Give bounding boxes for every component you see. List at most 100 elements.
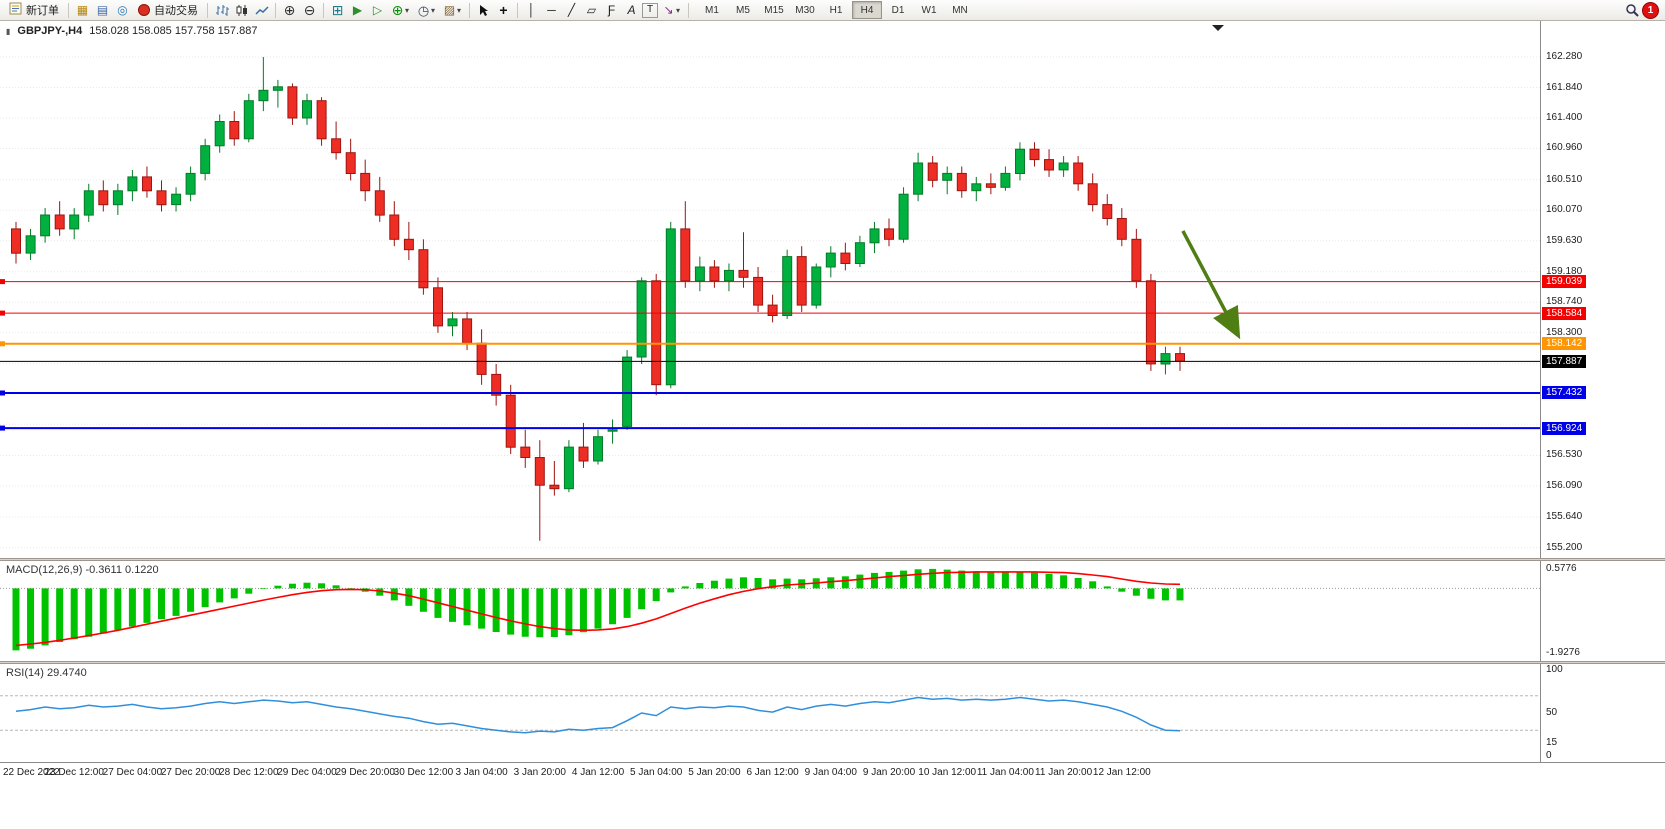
rsi-scale-label: 0 [1546, 750, 1552, 761]
data-window-icon[interactable]: ▤ [96, 3, 109, 17]
periods-dropdown-caret[interactable]: ▾ [431, 5, 436, 15]
auto-scroll-icon[interactable]: ▶ [352, 3, 363, 17]
hline-price-tag: 159.039 [1542, 275, 1587, 289]
candle [1000, 166, 1011, 191]
navigator-icon[interactable]: ◎ [117, 3, 128, 17]
candle [331, 121, 342, 160]
rsi-panel[interactable]: RSI(14) 29.4740 [0, 664, 1540, 762]
arrows-tool-icon[interactable]: ↘ [663, 3, 674, 17]
symbol-period-label: GBPJPY-,H4 [17, 25, 83, 37]
chart-shift-icon[interactable]: ▷ [372, 3, 383, 17]
candle [694, 256, 705, 292]
cursor-icon[interactable] [474, 2, 493, 19]
timeframe-button-H4[interactable]: H4 [852, 1, 882, 19]
chart-title: ▮ GBPJPY-,H4 158.028 158.085 157.758 157… [6, 25, 257, 37]
channel-tool-icon[interactable]: ▱ [586, 3, 597, 17]
timeframe-button-M30[interactable]: M30 [795, 4, 815, 16]
time-axis[interactable]: 22 Dec 2022 23 Dec 12:00 27 Dec 04:00 27 De… [0, 762, 1665, 787]
price-axis-label: 162.280 [1546, 51, 1583, 63]
time-axis-label: 29 Dec 20:00 [335, 767, 395, 778]
periods-icon[interactable]: ◷ [417, 2, 430, 18]
new-order-icon [9, 2, 22, 18]
rsi-layer [0, 695, 1540, 734]
templates-icon[interactable]: ▨ [443, 3, 456, 17]
notification-badge[interactable]: 1 [1642, 1, 1659, 19]
crosshair-icon[interactable]: + [499, 2, 508, 18]
panel-splitter[interactable] [0, 661, 1665, 664]
line-handle[interactable] [0, 390, 5, 396]
price-chart-panel[interactable]: ▮ GBPJPY-,H4 158.028 158.085 157.758 157… [0, 21, 1540, 558]
zoom-in-icon[interactable]: ⊕ [283, 2, 296, 18]
autotrading-button[interactable]: 自动交易 [133, 2, 203, 19]
candle [1131, 228, 1142, 288]
price-axis-label: 160.960 [1546, 142, 1583, 154]
time-axis-label: 5 Jan 20:00 [688, 767, 741, 778]
timeframe-button-M5[interactable]: M5 [736, 4, 750, 16]
chart-symbol-icon: ▮ [6, 26, 11, 36]
candle [345, 138, 356, 181]
arrows-dropdown-caret[interactable]: ▾ [676, 5, 681, 15]
candle [971, 176, 982, 202]
templates-dropdown-caret[interactable]: ▾ [457, 5, 462, 15]
toolbar-separator [275, 2, 276, 18]
candle [549, 461, 560, 496]
text-tool-icon[interactable]: A [627, 3, 636, 17]
trendline-tool-icon[interactable]: ╱ [567, 3, 576, 17]
bar-chart-type-icon[interactable] [212, 2, 231, 19]
timeframe-toolbar: M1 M5 M15 M30 H1 H4 D1 W1 MN [697, 1, 975, 19]
text-label-tool-icon[interactable]: T [642, 2, 658, 18]
timeframe-button-D1[interactable]: D1 [891, 4, 905, 16]
timeframe-button-MN[interactable]: MN [952, 4, 968, 16]
search-icon[interactable] [1622, 2, 1641, 19]
candle [25, 228, 36, 261]
candle [1175, 346, 1185, 371]
hline-price-tag: 158.584 [1542, 306, 1587, 320]
line-handle[interactable] [0, 279, 5, 285]
line-chart-type-icon[interactable] [252, 2, 271, 19]
line-handle[interactable] [0, 310, 5, 316]
indicator-dropdown-caret[interactable]: ▾ [405, 5, 410, 15]
panel-splitter[interactable] [0, 558, 1665, 561]
line-handle[interactable] [0, 341, 5, 347]
candle [811, 263, 822, 309]
candle [782, 249, 793, 319]
vertical-line-tool-icon[interactable]: │ [527, 3, 536, 17]
time-axis-label: 10 Jan 12:00 [918, 767, 977, 778]
market-watch-icon[interactable]: ▦ [76, 3, 89, 17]
candle [622, 350, 633, 430]
timeframe-button-M15[interactable]: M15 [764, 4, 784, 16]
rsi-scale-label: 100 [1546, 664, 1563, 675]
tile-windows-icon[interactable]: ⊞ [331, 2, 344, 18]
candle [767, 294, 778, 323]
rsi-scale-label: 15 [1546, 737, 1558, 749]
candle [98, 180, 109, 212]
price-axis-label: 161.400 [1546, 112, 1583, 123]
candle [272, 79, 283, 108]
macd-label: MACD(12,26,9) -0.3611 0.1220 [6, 564, 159, 576]
macd-panel[interactable]: MACD(12,26,9) -0.3611 0.1220 [0, 561, 1540, 661]
price-axis-label: 159.630 [1546, 234, 1583, 246]
arrow-annotation[interactable] [1181, 230, 1241, 340]
candle [1116, 208, 1127, 247]
price-axis-label: 160.510 [1546, 173, 1583, 185]
time-axis-label: 9 Jan 04:00 [804, 767, 857, 778]
candle [156, 180, 167, 212]
timeframe-button-W1[interactable]: W1 [921, 4, 937, 16]
candle [403, 221, 414, 261]
line-handle[interactable] [0, 425, 5, 431]
new-order-button[interactable]: 新订单 [4, 2, 64, 19]
zoom-out-icon[interactable]: ⊖ [303, 2, 316, 18]
chart-shift-marker[interactable] [1212, 25, 1224, 31]
fibonacci-tool-icon[interactable]: Ƒ [607, 3, 616, 17]
candle [709, 260, 720, 288]
price-scale[interactable]: 162.280 161.840 161.400 160.960 160.510 160.0… [1540, 21, 1665, 762]
add-indicator-icon[interactable]: ⊕ [391, 2, 404, 18]
candle [214, 114, 225, 153]
candle [665, 221, 676, 389]
time-axis-label: 30 Dec 12:00 [393, 767, 454, 778]
horizontal-line-tool-icon[interactable]: ─ [547, 3, 556, 17]
candlestick-type-icon[interactable] [232, 2, 251, 19]
timeframe-button-H1[interactable]: H1 [829, 4, 843, 16]
timeframe-button-M1[interactable]: M1 [705, 4, 719, 16]
time-axis-label: 11 Jan 04:00 [976, 767, 1034, 778]
